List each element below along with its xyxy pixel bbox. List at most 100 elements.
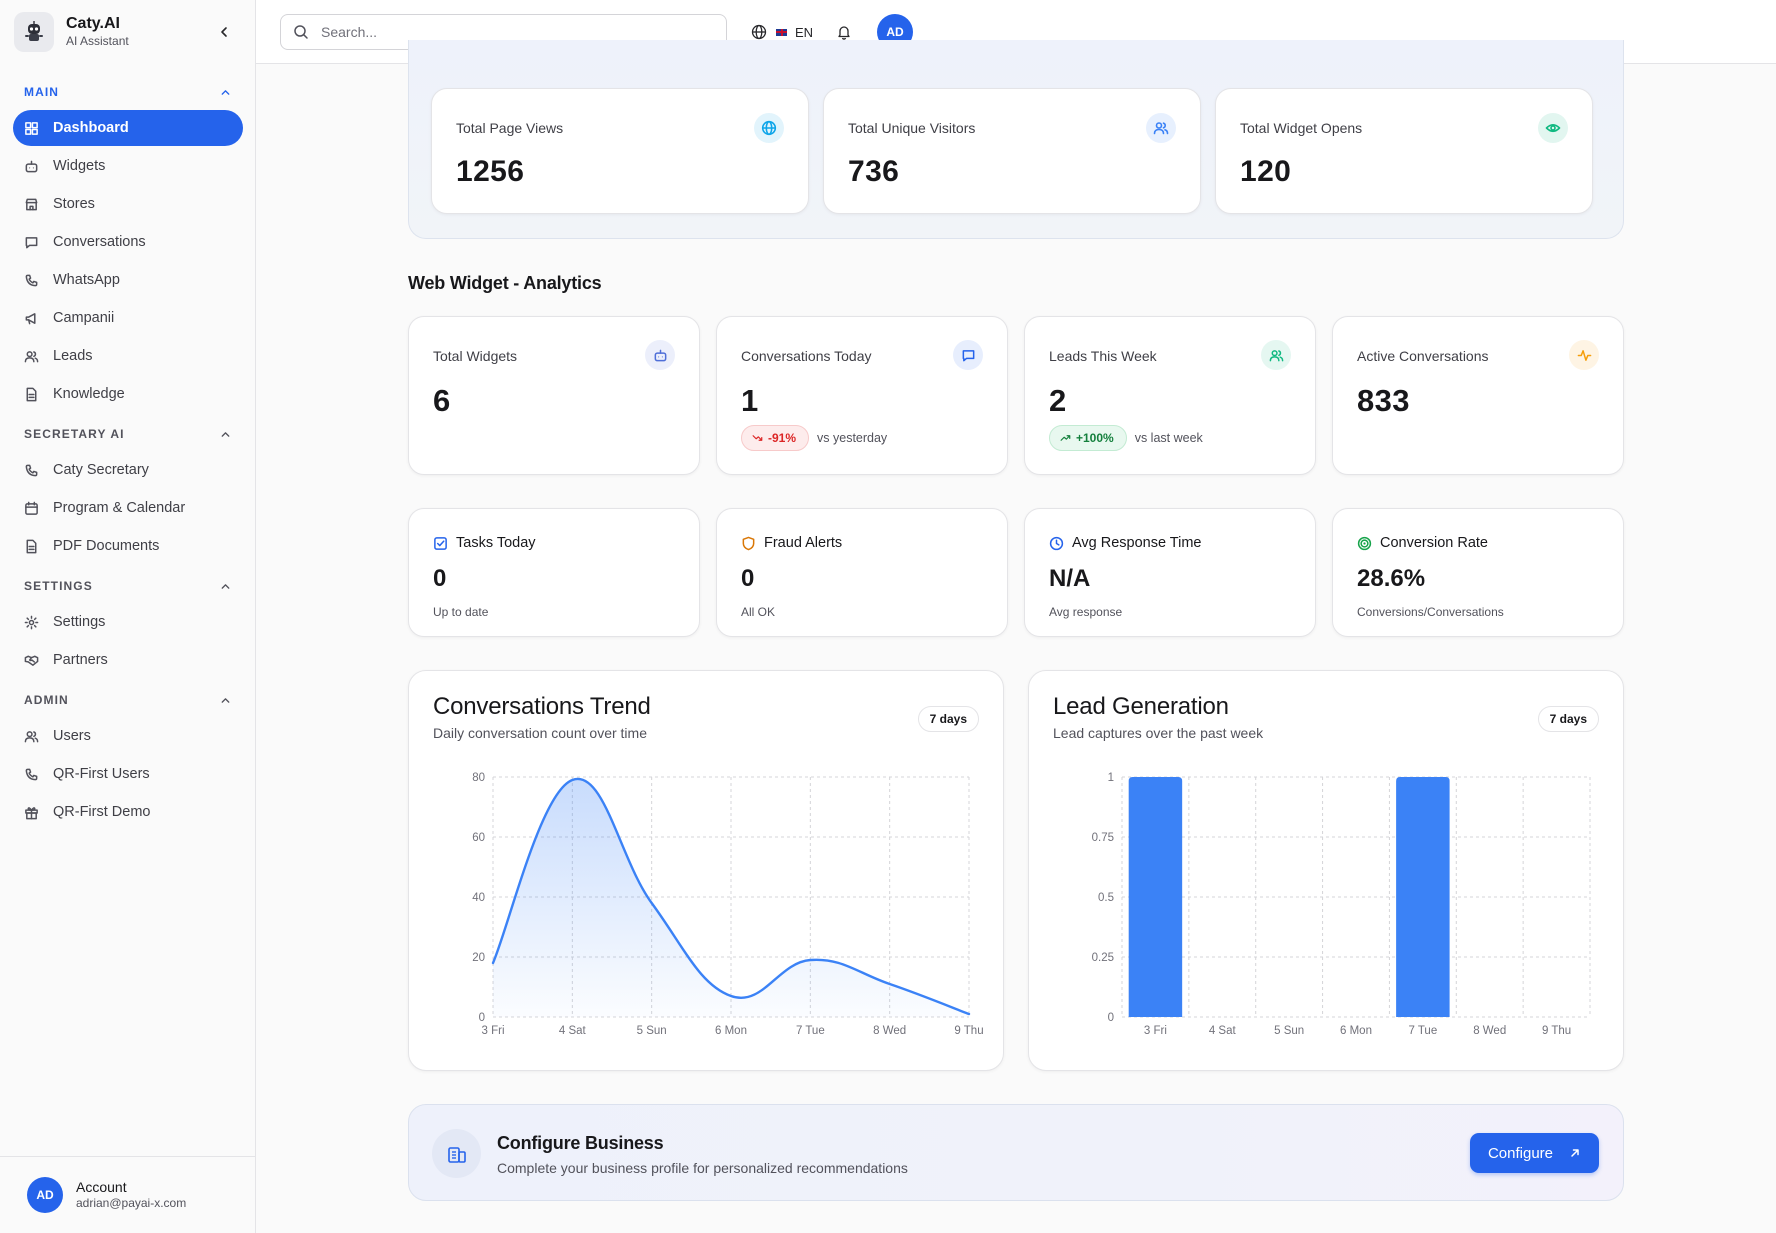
sidebar-item-label: Knowledge [53,386,125,402]
search-input[interactable] [321,24,701,40]
metric-value: 28.6% [1357,565,1426,592]
card-value: 1256 [456,155,525,188]
metric-header: Avg Response Time [1049,535,1202,551]
sidebar-item-qr-first-users[interactable]: QR-First Users [13,756,243,792]
card-label: Total Page Views [456,120,564,136]
users-icon [24,730,39,742]
eye-icon [1545,123,1561,133]
section-header-settings[interactable]: SETTINGS [0,570,256,602]
card-icon-badge [1569,340,1599,370]
sidebar-item-whatsapp[interactable]: WhatsApp [13,262,243,298]
section-title: SETTINGS [24,579,93,593]
language-selector[interactable]: EN [751,20,813,44]
sidebar-item-label: Conversations [53,234,146,250]
card-icon-badge [1261,340,1291,370]
sidebar-item-knowledge[interactable]: Knowledge [13,376,243,412]
y-tick-label: 40 [472,892,485,904]
range-selector[interactable]: 7 days [1537,706,1599,732]
globe-icon [761,120,777,136]
gift-icon [25,806,38,819]
sidebar-item-campanii[interactable]: Campanii [13,300,243,336]
bar [1128,777,1183,1017]
account-avatar: AD [27,1177,63,1213]
sidebar-item-program-calendar[interactable]: Program & Calendar [13,490,243,526]
brand-subtitle: AI Assistant [66,34,129,48]
chevron-up-icon [221,697,230,703]
card-label: Total Unique Visitors [848,120,976,136]
y-tick-label: 60 [472,832,485,844]
metric-card: Avg Response Time N/A Avg response [1024,508,1316,637]
overview-card: Total Page Views 1256 [431,88,809,214]
x-tick-label: 7 Tue [796,1025,825,1037]
sidebar-item-users[interactable]: Users [13,718,243,754]
bar [1396,777,1450,1017]
y-tick-label: 1 [1108,772,1114,784]
x-tick-label: 8 Wed [873,1025,906,1037]
calendar-icon [25,501,38,515]
metric-subtitle: Up to date [433,605,489,619]
chevron-up-icon [221,89,230,95]
sidebar-item-label: Widgets [53,158,106,174]
sidebar-item-stores[interactable]: Stores [13,186,243,222]
card-icon-badge [1146,113,1176,143]
sidebar-item-conversations[interactable]: Conversations [13,224,243,260]
sidebar-item-pdf-documents[interactable]: PDF Documents [13,528,243,564]
robot-logo-icon [14,12,54,52]
sidebar-item-qr-first-demo[interactable]: QR-First Demo [13,794,243,830]
language-label: EN [795,24,814,40]
y-tick-label: 0.5 [1098,892,1114,904]
account-email: adrian@payai-x.com [76,1196,187,1210]
card-icon-badge [953,340,983,370]
stat-card: Active Conversations 833 [1332,316,1624,475]
sidebar-item-dashboard[interactable]: Dashboard [13,110,243,146]
clock-icon [1049,536,1064,550]
delta-text: vs yesterday [817,431,888,445]
range-selector[interactable]: 7 days [917,706,979,732]
metric-header: Fraud Alerts [741,535,842,551]
users-icon [1153,122,1169,135]
card-label: Conversations Today [741,348,872,364]
sidebar-item-partners[interactable]: Partners [13,642,243,678]
sidebar-item-leads[interactable]: Leads [13,338,243,374]
search-icon [294,25,308,39]
section-header-admin[interactable]: ADMIN [0,684,256,716]
x-tick-label: 4 Sat [1209,1025,1237,1037]
stat-card: Conversations Today 1 -91% vs yesterday [716,316,1008,475]
metric-subtitle: Conversions/Conversations [1357,605,1504,619]
section-header-main[interactable]: MAIN [0,76,256,108]
sidebar-item-label: Settings [53,614,106,630]
collapse-sidebar-button[interactable] [214,22,234,42]
x-tick-label: 6 Mon [715,1025,747,1037]
notifications-button[interactable] [832,20,856,44]
sidebar-item-label: Partners [53,652,108,668]
card-value: 1 [741,383,759,418]
x-tick-label: 3 Fri [482,1025,505,1037]
bot-icon [654,349,666,361]
sidebar-item-widgets[interactable]: Widgets [13,148,243,184]
x-tick-label: 9 Thu [954,1025,983,1037]
x-tick-label: 8 Wed [1473,1025,1506,1037]
metric-header: Conversion Rate [1357,535,1488,551]
configure-business-banner: Configure Business Complete your busines… [408,1104,1624,1201]
x-tick-label: 6 Mon [1340,1025,1372,1037]
phone-icon [25,274,38,286]
x-tick-label: 5 Sun [637,1025,667,1037]
configure-button[interactable]: Configure [1470,1133,1599,1173]
x-tick-label: 3 Fri [1144,1025,1167,1037]
conversations-trend-chart: 0 20 40 60 80 3 Fri 4 Sat 5 Sun 6 Mon 7 Tue 8 Wed 9… [472,772,983,1037]
series-line [491,777,971,1016]
brand[interactable]: Caty.AI AI Assistant [14,12,240,52]
configure-title: Configure Business [497,1133,664,1153]
sidebar-item-label: PDF Documents [53,538,160,554]
x-tick-label: 4 Sat [559,1025,587,1037]
card-value: 736 [848,155,900,188]
account-footer[interactable]: AD Account adrian@payai-x.com [0,1156,256,1233]
card-icon-badge [1538,113,1568,143]
sidebar-item-label: QR-First Users [53,766,150,782]
card-value: 6 [433,383,451,418]
sidebar-item-settings[interactable]: Settings [13,604,243,640]
metric-header: Tasks Today [433,535,536,551]
brand-name: Caty.AI [66,15,120,32]
sidebar-item-caty-secretary[interactable]: Caty Secretary [13,452,243,488]
section-header-secretary-ai[interactable]: SECRETARY AI [0,418,256,450]
